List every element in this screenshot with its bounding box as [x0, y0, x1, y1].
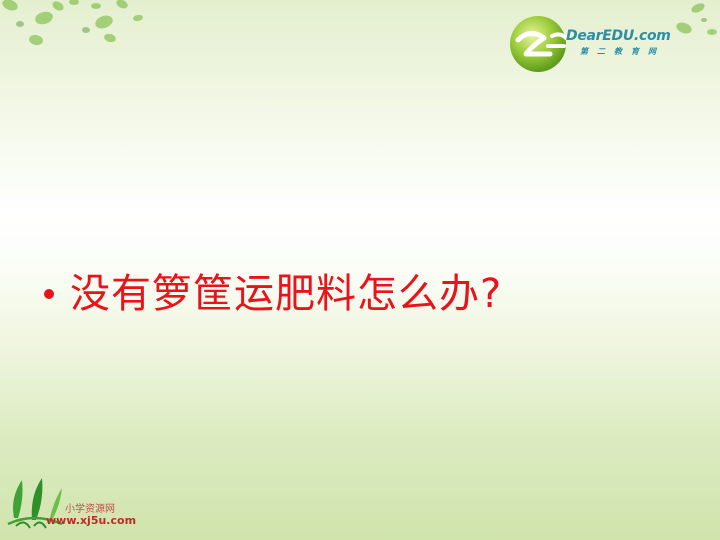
bullet-item: 没有箩筐运肥料怎么办?	[44, 270, 502, 318]
bullet-dot-icon	[44, 289, 54, 299]
brand-subtitle: 第二教育网	[580, 47, 665, 56]
bullet-text: 没有箩筐运肥料怎么办?	[70, 271, 503, 317]
sprout-logo-icon	[7, 478, 63, 529]
site-name: 小学资源网	[65, 504, 115, 515]
brand-logo-icon	[510, 16, 568, 72]
site-url: www.xj5u.com	[46, 514, 137, 527]
brand-name: DearEDU.com	[566, 28, 671, 44]
leaf-decoration-icon	[2, 0, 717, 46]
